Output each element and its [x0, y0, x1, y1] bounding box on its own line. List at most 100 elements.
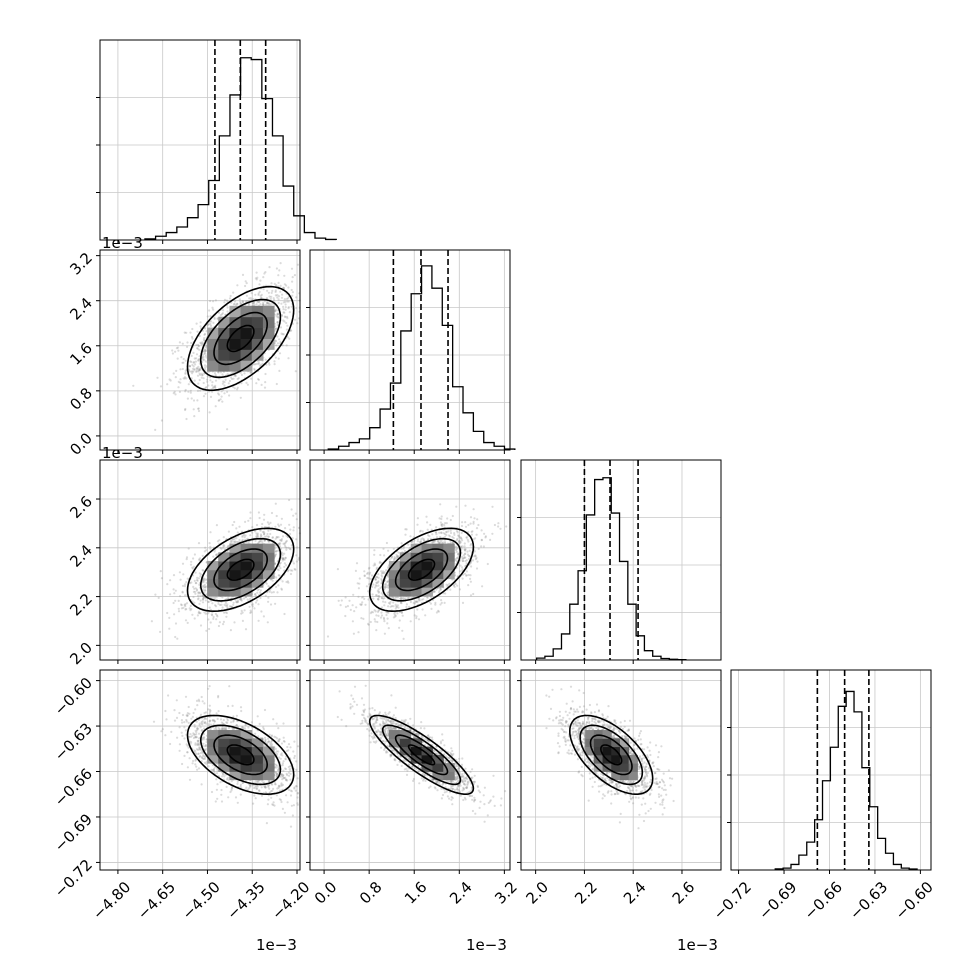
scatter-point: [166, 383, 169, 386]
scatter-point: [178, 571, 181, 574]
scatter-point: [218, 393, 221, 396]
scatter-point: [217, 311, 221, 314]
scatter-point: [289, 572, 293, 576]
scatter-point: [223, 603, 226, 606]
scatter-point: [249, 534, 252, 537]
scatter-point: [226, 306, 229, 309]
scatter-point: [201, 357, 204, 360]
scatter-point: [486, 562, 489, 566]
scatter-point: [282, 286, 285, 289]
scatter-point: [285, 539, 288, 543]
scatter-point: [476, 518, 479, 521]
scatter-point: [208, 309, 211, 312]
scatter-point: [275, 514, 278, 518]
scatter-point: [268, 363, 271, 366]
scatter-point: [203, 550, 206, 553]
scatter-point: [467, 584, 470, 587]
scatter-point: [267, 600, 270, 603]
scatter-point: [178, 341, 181, 344]
scatter-point: [221, 596, 224, 599]
scatter-point: [344, 614, 347, 618]
scatter-point: [166, 583, 169, 586]
scatter-point: [192, 361, 195, 364]
scatter-point: [252, 363, 255, 366]
scatter-point: [196, 367, 199, 370]
panel-0-0: [96, 39, 337, 244]
scatter-point: [274, 339, 277, 342]
scatter-point: [207, 384, 210, 387]
scatter-point: [287, 357, 290, 360]
scatter-point: [472, 520, 475, 524]
scatter-point: [235, 527, 238, 530]
scatter-point: [154, 428, 157, 431]
scatter-point: [468, 549, 471, 552]
scatter-point: [424, 614, 427, 617]
scatter-point: [169, 579, 172, 582]
scatter-point: [409, 535, 412, 538]
scatter-point: [236, 386, 239, 389]
scatter-point: [374, 620, 377, 623]
scatter-point: [222, 546, 225, 549]
scatter-point: [405, 528, 408, 531]
scatter-point: [200, 343, 204, 346]
scatter-point: [260, 297, 263, 300]
scatter-point: [267, 361, 270, 364]
scatter-point: [241, 300, 244, 303]
scatter-point: [270, 295, 273, 298]
scatter-point: [287, 300, 290, 303]
scatter-point: [286, 570, 290, 573]
scatter-point: [203, 352, 206, 355]
scatter-point: [160, 577, 163, 580]
scatter-point: [239, 597, 242, 601]
scatter-point: [254, 539, 257, 542]
scatter-point: [197, 344, 200, 347]
scatter-point: [197, 369, 200, 372]
scatter-point: [440, 531, 443, 534]
scatter-point: [262, 301, 265, 305]
scatter-point: [236, 377, 239, 381]
scatter-point: [340, 599, 343, 602]
scatter-point: [282, 305, 285, 308]
scatter-point: [285, 564, 288, 567]
scatter-point: [244, 534, 247, 537]
scatter-point: [289, 548, 292, 551]
scatter-point: [232, 385, 235, 389]
scatter-point: [266, 301, 269, 304]
scatter-point: [375, 566, 378, 569]
scatter-point: [258, 362, 261, 365]
scatter-point: [206, 380, 209, 383]
scatter-point: [295, 296, 298, 299]
scatter-point: [209, 299, 212, 303]
scatter-point: [294, 512, 297, 515]
scatter-point: [250, 292, 253, 295]
scatter-point: [387, 549, 390, 552]
scatter-point: [253, 607, 256, 610]
scatter-point: [252, 302, 255, 305]
scatter-point: [244, 280, 247, 283]
scatter-point: [184, 583, 187, 586]
scatter-point: [196, 330, 199, 333]
scatter-point: [386, 580, 389, 584]
scatter-point: [251, 302, 254, 305]
scatter-point: [185, 558, 188, 561]
scatter-point: [168, 378, 171, 381]
scatter-point: [203, 583, 206, 586]
scatter-point: [283, 562, 286, 565]
scatter-point: [185, 417, 188, 421]
scatter-point: [179, 368, 182, 371]
scatter-point: [192, 595, 195, 599]
scatter-point: [385, 569, 388, 572]
scatter-point: [254, 277, 257, 280]
scatter-point: [470, 565, 473, 568]
scatter-point: [477, 523, 480, 527]
scatter-point: [239, 371, 242, 374]
scatter-point: [253, 303, 256, 306]
scatter-point: [274, 308, 277, 311]
scatter-point: [199, 594, 202, 597]
scatter-point: [166, 611, 169, 615]
scatter-point: [499, 527, 502, 530]
scatter-point: [193, 415, 196, 418]
scatter-point: [380, 574, 383, 577]
scatter-point: [220, 390, 223, 393]
scatter-point: [267, 302, 270, 305]
